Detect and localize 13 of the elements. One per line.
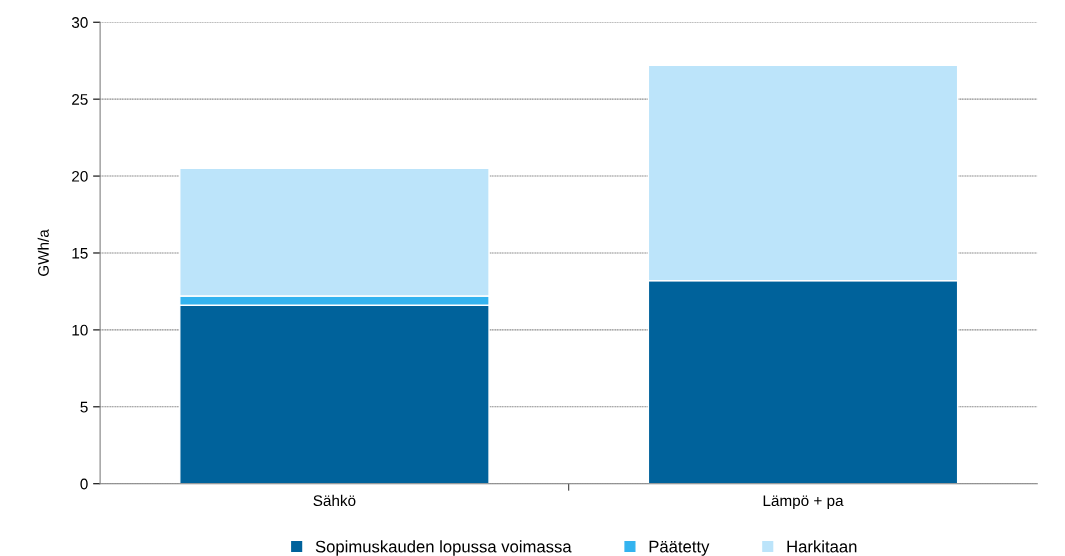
- legend-label: Päätetty: [649, 540, 710, 556]
- legend-label: Harkitaan: [787, 540, 857, 553]
- y-tick-label: 20: [72, 170, 88, 182]
- y-tick-label: 5: [80, 401, 88, 413]
- y-tick-label: 0: [80, 478, 88, 490]
- x-tick-label: Sähkö: [313, 494, 356, 507]
- legend-label: Sopimuskauden lopussa voimassa: [315, 540, 572, 556]
- y-tick-label: 15: [72, 248, 88, 259]
- y-tick-label: 25: [72, 94, 88, 105]
- y-tick-label: 10: [72, 324, 88, 336]
- y-axis-title: GWh/a: [37, 229, 49, 276]
- x-tick-label: Lämpö + pa: [763, 495, 844, 510]
- y-tick-label: 30: [71, 17, 88, 28]
